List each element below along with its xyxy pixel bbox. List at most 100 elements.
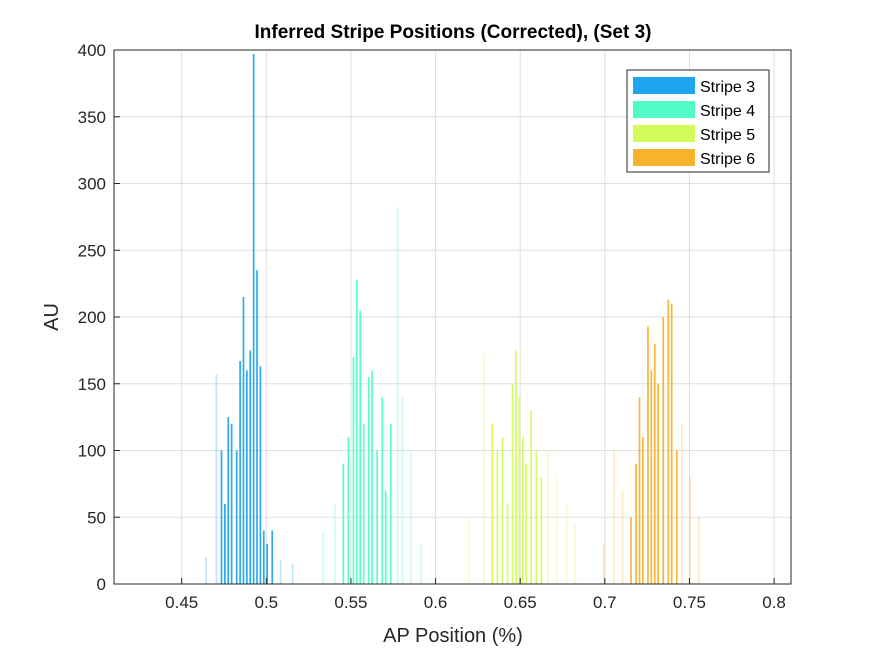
histogram-bar — [256, 270, 258, 584]
legend-label: Stripe 3 — [700, 79, 755, 96]
histogram-bar — [235, 450, 238, 584]
legend-swatch — [633, 77, 695, 94]
histogram-bar — [420, 543, 423, 584]
y-tick-label: 400 — [78, 41, 106, 60]
histogram-bar — [279, 559, 282, 584]
x-tick-label: 0.75 — [673, 593, 706, 612]
histogram-bar — [482, 353, 485, 584]
x-tick-label: 0.5 — [255, 593, 279, 612]
legend-swatch — [633, 149, 695, 166]
histogram-bar — [635, 463, 637, 584]
histogram-bar — [506, 503, 509, 584]
histogram-bar — [697, 517, 700, 584]
histogram-bar — [291, 563, 294, 584]
histogram-bar — [521, 437, 524, 584]
histogram-bar — [347, 437, 350, 584]
histogram-bar — [384, 490, 387, 584]
histogram-bar — [410, 450, 412, 584]
histogram-bar — [642, 437, 644, 584]
histogram-bar — [653, 343, 656, 584]
histogram-bar — [621, 490, 624, 584]
series-4-bars — [603, 299, 700, 584]
histogram-bar — [650, 370, 653, 584]
legend-label: Stripe 4 — [700, 103, 755, 120]
histogram-bar — [205, 557, 208, 584]
x-tick-label: 0.65 — [504, 593, 537, 612]
histogram-bar — [535, 450, 538, 584]
histogram-bar — [657, 383, 659, 584]
histogram-bar — [603, 543, 605, 584]
y-tick-label: 300 — [78, 175, 106, 194]
legend-label: Stripe 6 — [700, 151, 755, 168]
x-tick-label: 0.7 — [593, 593, 617, 612]
histogram-bar — [359, 310, 362, 584]
histogram-bar — [352, 357, 355, 584]
histogram-bar — [525, 463, 527, 584]
histogram-bar — [647, 326, 649, 584]
histogram-bar — [396, 207, 399, 584]
histogram-bar — [259, 366, 262, 584]
histogram-bar — [638, 397, 641, 584]
histogram-bar — [242, 296, 245, 584]
histogram-bar — [224, 503, 226, 584]
x-tick-label: 0.55 — [334, 593, 367, 612]
histogram-bar — [266, 543, 269, 584]
histogram-bar — [342, 463, 345, 584]
y-axis-label: AU — [41, 303, 63, 331]
histogram-bar — [252, 54, 255, 584]
series-3-bars — [467, 350, 577, 584]
histogram-bar — [262, 530, 265, 584]
y-tick-label: 250 — [78, 241, 106, 260]
x-tick-label: 0.45 — [165, 593, 198, 612]
legend: Stripe 3 Stripe 4 Stripe 5 Stripe 6 — [626, 69, 770, 173]
x-tick-label: 0.8 — [762, 593, 786, 612]
y-tick-label: 150 — [78, 375, 106, 394]
x-axis-label: AP Position (%) — [383, 625, 523, 647]
histogram-bar — [662, 317, 665, 584]
histogram-bar — [356, 279, 358, 584]
histogram-bar — [389, 423, 392, 584]
histogram-bar — [401, 397, 404, 584]
y-tick-label: 200 — [78, 308, 106, 327]
histogram-bar — [367, 377, 370, 584]
y-tick-label: 100 — [78, 442, 106, 461]
histogram-bar — [322, 530, 324, 584]
legend-label: Stripe 5 — [700, 127, 755, 144]
histogram-bar — [227, 417, 230, 584]
histogram-bars — [205, 54, 700, 584]
chart-title: Inferred Stripe Positions (Corrected), (… — [255, 22, 652, 43]
y-tick-label: 350 — [78, 108, 106, 127]
histogram-bar — [496, 450, 499, 584]
histogram-bar — [249, 350, 252, 584]
series-1-bars — [205, 54, 294, 584]
histogram-bar — [518, 397, 521, 584]
axis-ticks: 0.45 0.5 0.55 0.6 0.65 0.7 0.75 0.8 0 50 100 150 200… — [78, 41, 786, 612]
y-tick-label: 0 — [97, 575, 106, 594]
histogram-bar — [239, 361, 241, 584]
histogram-bar — [334, 503, 336, 584]
histogram-bar — [220, 450, 223, 584]
histogram-bar — [511, 383, 514, 584]
histogram-bar — [670, 303, 673, 584]
histogram-bar — [271, 530, 274, 584]
histogram-bar — [362, 423, 365, 584]
histogram-bar — [501, 437, 504, 584]
histogram-bar — [630, 517, 632, 584]
histogram-bar — [547, 450, 549, 584]
series-2-bars — [322, 207, 423, 584]
histogram-bar — [371, 370, 373, 584]
x-tick-label: 0.6 — [424, 593, 448, 612]
histogram-bar — [381, 397, 384, 584]
histogram-bar — [613, 450, 615, 584]
histogram-bar — [491, 423, 494, 584]
histogram-bar — [246, 370, 248, 584]
histogram-bar — [675, 450, 678, 584]
histogram-bar — [515, 350, 517, 584]
histogram-bar — [467, 517, 470, 584]
histogram-bar — [667, 299, 670, 584]
histogram-bar — [540, 477, 543, 584]
histogram-bar — [555, 477, 558, 584]
y-tick-label: 50 — [87, 508, 106, 527]
legend-swatch — [633, 101, 695, 118]
